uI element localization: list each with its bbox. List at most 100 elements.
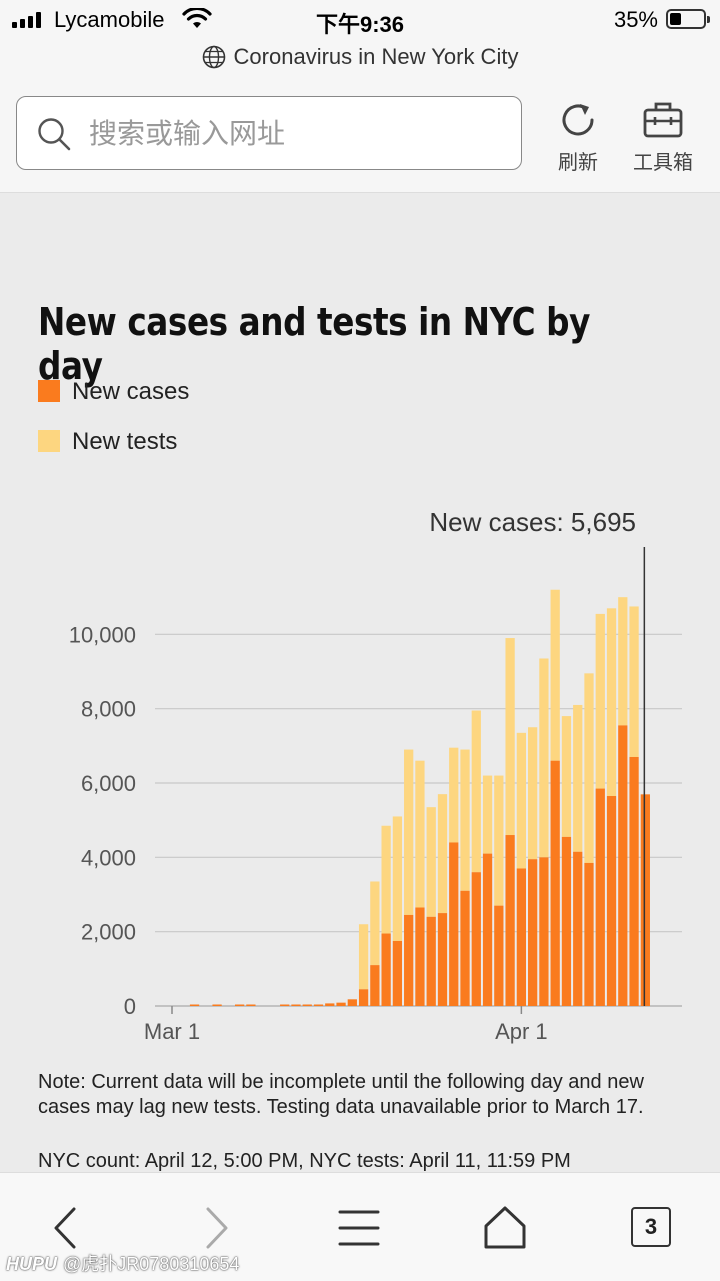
tests-bar bbox=[561, 716, 572, 837]
page-title: Coronavirus in New York City bbox=[0, 44, 720, 70]
watermark: HUPU @虎扑JR0780310654 bbox=[6, 1254, 240, 1274]
cases-bar bbox=[426, 916, 436, 1006]
tests-bar bbox=[392, 816, 403, 941]
status-bar: Lycamobile 下午9:36 35% bbox=[0, 0, 720, 40]
cases-bar bbox=[505, 835, 515, 1006]
cases-bar bbox=[370, 965, 380, 1006]
cases-bar bbox=[516, 868, 527, 1006]
globe-icon bbox=[202, 45, 225, 69]
tests-bar bbox=[426, 807, 436, 917]
tab-count: 3 bbox=[631, 1207, 671, 1247]
forward-icon[interactable] bbox=[190, 1203, 240, 1253]
tests-bar bbox=[471, 710, 481, 873]
y-tick-label: 8,000 bbox=[81, 697, 136, 722]
legend-tests-label: New tests bbox=[72, 428, 178, 455]
wifi-icon bbox=[182, 8, 212, 28]
battery-percentage: 35% bbox=[613, 7, 658, 32]
chart-title: New cases and tests in NYC by day bbox=[38, 300, 591, 388]
cases-bar bbox=[437, 913, 448, 1006]
tests-bar bbox=[482, 775, 493, 854]
tests-bar bbox=[494, 775, 504, 906]
cases-bar bbox=[212, 1004, 222, 1006]
tests-bar bbox=[516, 732, 527, 869]
tabs-button[interactable]: 3 bbox=[627, 1203, 677, 1253]
cases-tests-chart[interactable]: 0 2,000 4,000 6,000 8,000 10,000 Mar 1 Apr 1 New… bbox=[0, 490, 720, 1060]
data-timestamp: NYC count: April 12, 5:00 PM, NYC tests:… bbox=[38, 1150, 571, 1172]
x-tick-label: Mar 1 bbox=[144, 1019, 200, 1044]
cases-bar bbox=[629, 756, 639, 1006]
cases-bar bbox=[358, 989, 369, 1006]
tests-bar bbox=[629, 606, 639, 757]
cases-bar bbox=[573, 851, 583, 1006]
cases-bar bbox=[528, 859, 538, 1006]
highlight-label: New cases: 5,695 bbox=[429, 507, 636, 537]
tests-bar bbox=[505, 638, 515, 836]
tests-bar bbox=[460, 749, 470, 891]
tests-bar bbox=[528, 727, 538, 860]
cases-bar bbox=[482, 853, 493, 1006]
cases-bar bbox=[234, 1004, 245, 1006]
y-tick-label: 0 bbox=[124, 994, 136, 1019]
tests-bar bbox=[370, 881, 380, 966]
tests-bar bbox=[606, 608, 617, 797]
legend-cases: New cases bbox=[38, 378, 189, 406]
tests-bar bbox=[550, 589, 560, 761]
cases-bar bbox=[550, 760, 560, 1006]
cases-bar bbox=[494, 905, 504, 1006]
cases-bar bbox=[460, 890, 470, 1006]
legend-cases-swatch bbox=[38, 380, 60, 402]
tests-bar bbox=[358, 924, 369, 990]
cases-bar bbox=[313, 1004, 324, 1006]
cellular-signal-icon bbox=[12, 12, 48, 28]
toolbox-label: 工具箱 bbox=[633, 152, 693, 174]
cases-bar bbox=[347, 999, 357, 1006]
tests-bar bbox=[539, 658, 549, 858]
tests-bar bbox=[584, 673, 594, 863]
tests-bar bbox=[618, 597, 628, 726]
legend-tests-swatch bbox=[38, 430, 60, 452]
menu-icon[interactable] bbox=[334, 1203, 384, 1253]
cases-bar bbox=[584, 862, 594, 1006]
refresh-icon bbox=[562, 104, 594, 136]
toolbox-icon bbox=[643, 102, 683, 138]
page-title-text: Coronavirus in New York City bbox=[233, 44, 519, 69]
search-input[interactable] bbox=[87, 109, 511, 159]
x-tick-label: Apr 1 bbox=[495, 1019, 548, 1044]
cases-bar bbox=[404, 914, 414, 1006]
y-tick-label: 10,000 bbox=[69, 622, 136, 647]
cases-bar bbox=[302, 1004, 312, 1006]
battery-icon bbox=[666, 9, 710, 29]
tests-bar bbox=[449, 747, 459, 843]
legend-cases-label: New cases bbox=[72, 378, 190, 405]
cases-bar bbox=[325, 1003, 335, 1006]
cases-bar bbox=[291, 1004, 301, 1006]
tests-bar bbox=[573, 704, 583, 852]
chart-note: Note: Current data will be incomplete un… bbox=[38, 1071, 644, 1118]
cases-bar bbox=[471, 872, 481, 1006]
toolbox-button[interactable]: 工具箱 bbox=[628, 98, 698, 175]
cases-bar bbox=[189, 1004, 200, 1006]
y-tick-label: 2,000 bbox=[81, 920, 136, 945]
cases-bar bbox=[539, 857, 549, 1006]
cases-bar bbox=[415, 907, 425, 1006]
cases-bar bbox=[280, 1004, 290, 1006]
y-tick-label: 6,000 bbox=[81, 771, 136, 796]
browser-bottom-bar: 3 bbox=[0, 1172, 720, 1281]
tests-bar bbox=[404, 749, 414, 915]
cases-bar bbox=[381, 933, 391, 1006]
cases-bar bbox=[606, 796, 617, 1006]
cases-bar bbox=[618, 725, 628, 1006]
back-icon[interactable] bbox=[42, 1203, 92, 1253]
cases-bar bbox=[246, 1004, 256, 1006]
search-icon bbox=[38, 118, 71, 151]
tests-bar bbox=[415, 760, 425, 908]
carrier-name: Lycamobile bbox=[54, 7, 165, 32]
home-icon[interactable] bbox=[480, 1203, 530, 1253]
cases-bar bbox=[561, 836, 572, 1006]
tests-bar bbox=[381, 825, 391, 934]
y-tick-label: 4,000 bbox=[81, 845, 136, 870]
cases-bar bbox=[392, 940, 403, 1006]
cases-bar bbox=[640, 794, 650, 1006]
refresh-button[interactable]: 刷新 bbox=[543, 98, 613, 175]
address-bar[interactable] bbox=[16, 96, 522, 170]
